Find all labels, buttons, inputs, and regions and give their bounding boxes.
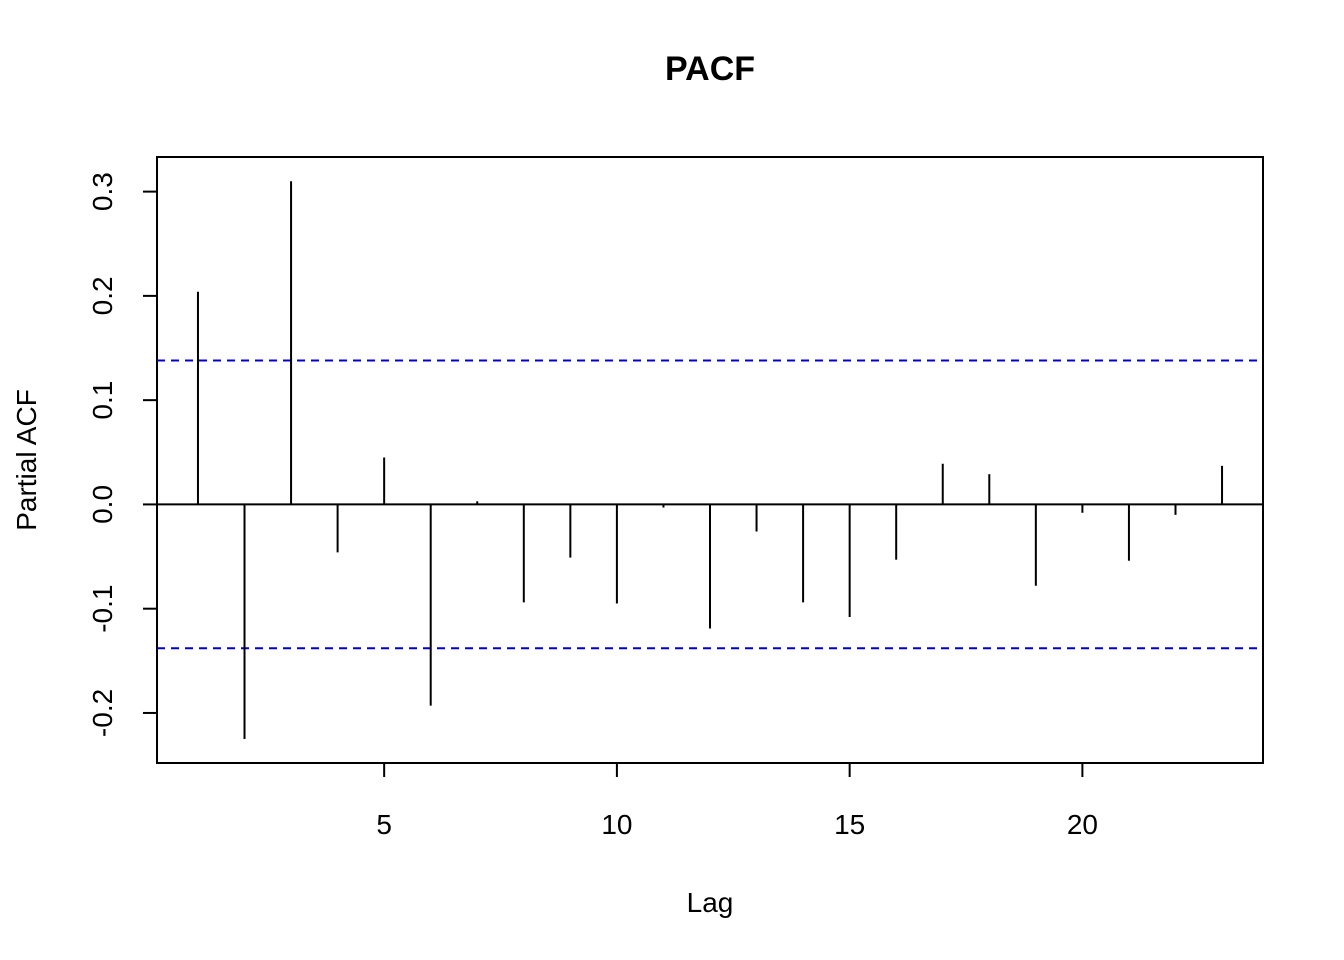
x-tick-label: 10 bbox=[601, 809, 632, 840]
y-axis-label: Partial ACF bbox=[11, 389, 42, 531]
x-tick-label: 20 bbox=[1067, 809, 1098, 840]
x-tick-label: 15 bbox=[834, 809, 865, 840]
y-tick-label: -0.2 bbox=[87, 689, 118, 737]
chart-title: PACF bbox=[665, 50, 755, 88]
y-tick-label: -0.1 bbox=[87, 585, 118, 633]
plot-frame bbox=[156, 156, 1264, 764]
y-tick-label: 0.1 bbox=[87, 381, 118, 420]
x-axis: 5 10 15 20 bbox=[376, 762, 1098, 840]
y-tick-label: 0.2 bbox=[87, 276, 118, 315]
pacf-bars bbox=[196, 181, 1224, 740]
y-tick-label: 0.0 bbox=[87, 485, 118, 524]
confidence-bounds bbox=[157, 359, 1263, 650]
y-tick-label: 0.3 bbox=[87, 172, 118, 211]
x-tick-label: 5 bbox=[376, 809, 392, 840]
x-axis-label: Lag bbox=[687, 887, 734, 918]
y-axis: -0.2 -0.1 0.0 0.1 0.2 0.3 bbox=[87, 172, 158, 737]
